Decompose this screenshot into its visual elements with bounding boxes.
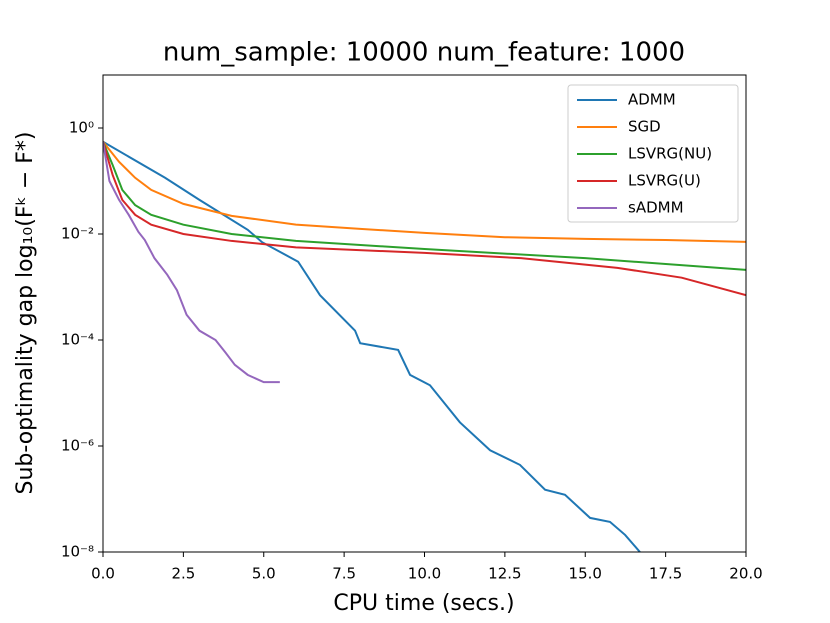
y-tick-label: 10⁻⁴ xyxy=(61,331,94,349)
plot-frame xyxy=(102,74,747,553)
x-tick-label: 12.5 xyxy=(488,565,521,583)
x-axis-label: CPU time (secs.) xyxy=(333,591,514,616)
x-tick-label: 15.0 xyxy=(569,565,602,583)
legend-label: sADMM xyxy=(628,199,684,217)
x-tick-label: 2.5 xyxy=(171,565,195,583)
x-tick-label: 17.5 xyxy=(649,565,682,583)
series-line xyxy=(103,141,746,243)
x-tick-label: 7.5 xyxy=(332,565,356,583)
legend-label: ADMM xyxy=(628,91,676,109)
legend-box xyxy=(567,84,739,223)
series-line xyxy=(103,141,746,271)
legend-label: SGD xyxy=(628,118,661,136)
y-tick-label: 10⁻⁶ xyxy=(61,437,94,455)
x-tick-label: 5.0 xyxy=(252,565,276,583)
x-tick-label: 10.0 xyxy=(408,565,441,583)
legend-label: LSVRG(NU) xyxy=(628,145,712,163)
y-tick-label: 10⁻⁸ xyxy=(61,543,94,561)
y-tick-label: 10⁻² xyxy=(61,225,94,243)
legend-label: LSVRG(U) xyxy=(628,172,701,190)
chart-title: num_sample: 10000 num_feature: 1000 xyxy=(163,38,685,68)
series-line xyxy=(103,140,641,552)
x-tick-label: 0.0 xyxy=(91,565,115,583)
series-line xyxy=(103,141,746,297)
y-tick-label: 10⁰ xyxy=(69,119,94,137)
y-axis-label: Sub-optimality gap log₁₀(Fᵏ − F*) xyxy=(13,132,38,495)
series-line xyxy=(103,141,280,384)
x-tick-label: 20.0 xyxy=(729,565,762,583)
